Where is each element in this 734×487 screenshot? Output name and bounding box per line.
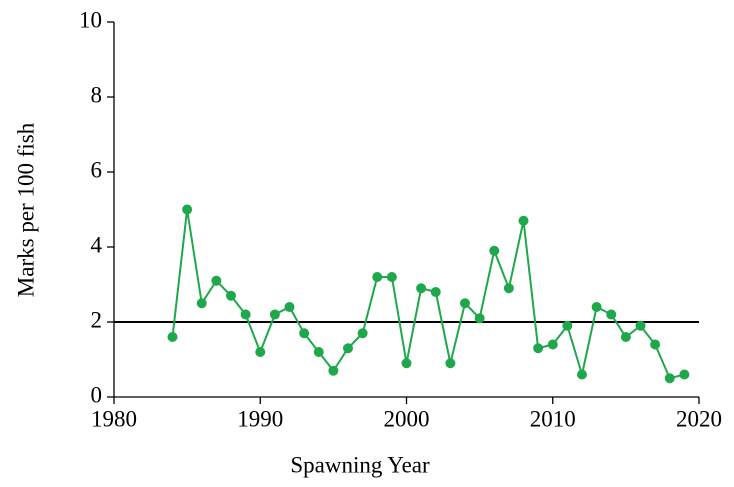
- point: [372, 272, 383, 282]
- x-tick-label: 2000: [384, 406, 430, 431]
- point: [577, 369, 587, 380]
- point: [474, 313, 485, 324]
- point: [547, 339, 558, 350]
- x-axis-label: Spawning Year: [290, 452, 430, 477]
- point: [269, 309, 280, 320]
- y-tick-label: 4: [91, 232, 103, 257]
- y-tick-label: 0: [91, 382, 103, 407]
- point: [533, 343, 544, 354]
- point: [343, 343, 353, 354]
- point: [679, 369, 690, 380]
- point: [211, 275, 222, 286]
- point: [430, 287, 441, 297]
- point: [518, 215, 529, 226]
- point: [664, 373, 675, 384]
- point: [284, 302, 295, 312]
- point: [503, 283, 514, 294]
- point: [357, 328, 368, 339]
- point: [299, 328, 310, 339]
- point: [489, 245, 500, 256]
- x-tick-label: 1990: [237, 406, 283, 431]
- y-tick-label: 6: [91, 157, 103, 182]
- x-tick-label: 2010: [530, 406, 576, 431]
- point: [196, 298, 207, 309]
- y-tick-label: 8: [91, 82, 103, 107]
- point: [445, 358, 456, 369]
- x-tick-label: 2020: [676, 406, 722, 431]
- y-tick-label: 10: [79, 7, 102, 32]
- point: [606, 309, 617, 320]
- point: [240, 309, 251, 320]
- point: [650, 339, 661, 350]
- x-tick-label: 1980: [91, 406, 137, 431]
- point: [460, 298, 470, 309]
- point: [167, 332, 178, 342]
- series-line: [171, 209, 685, 380]
- point: [591, 302, 602, 312]
- point: [328, 365, 339, 376]
- point: [620, 332, 631, 342]
- point: [635, 320, 646, 331]
- point: [182, 204, 193, 215]
- point: [416, 283, 427, 294]
- point: [255, 347, 266, 357]
- point: [226, 290, 236, 301]
- point: [386, 272, 397, 282]
- point: [401, 358, 412, 369]
- y-axis-label: Marks per 100 fish: [13, 122, 38, 297]
- point: [313, 347, 324, 357]
- y-tick-label: 2: [91, 307, 103, 332]
- point: [562, 320, 573, 331]
